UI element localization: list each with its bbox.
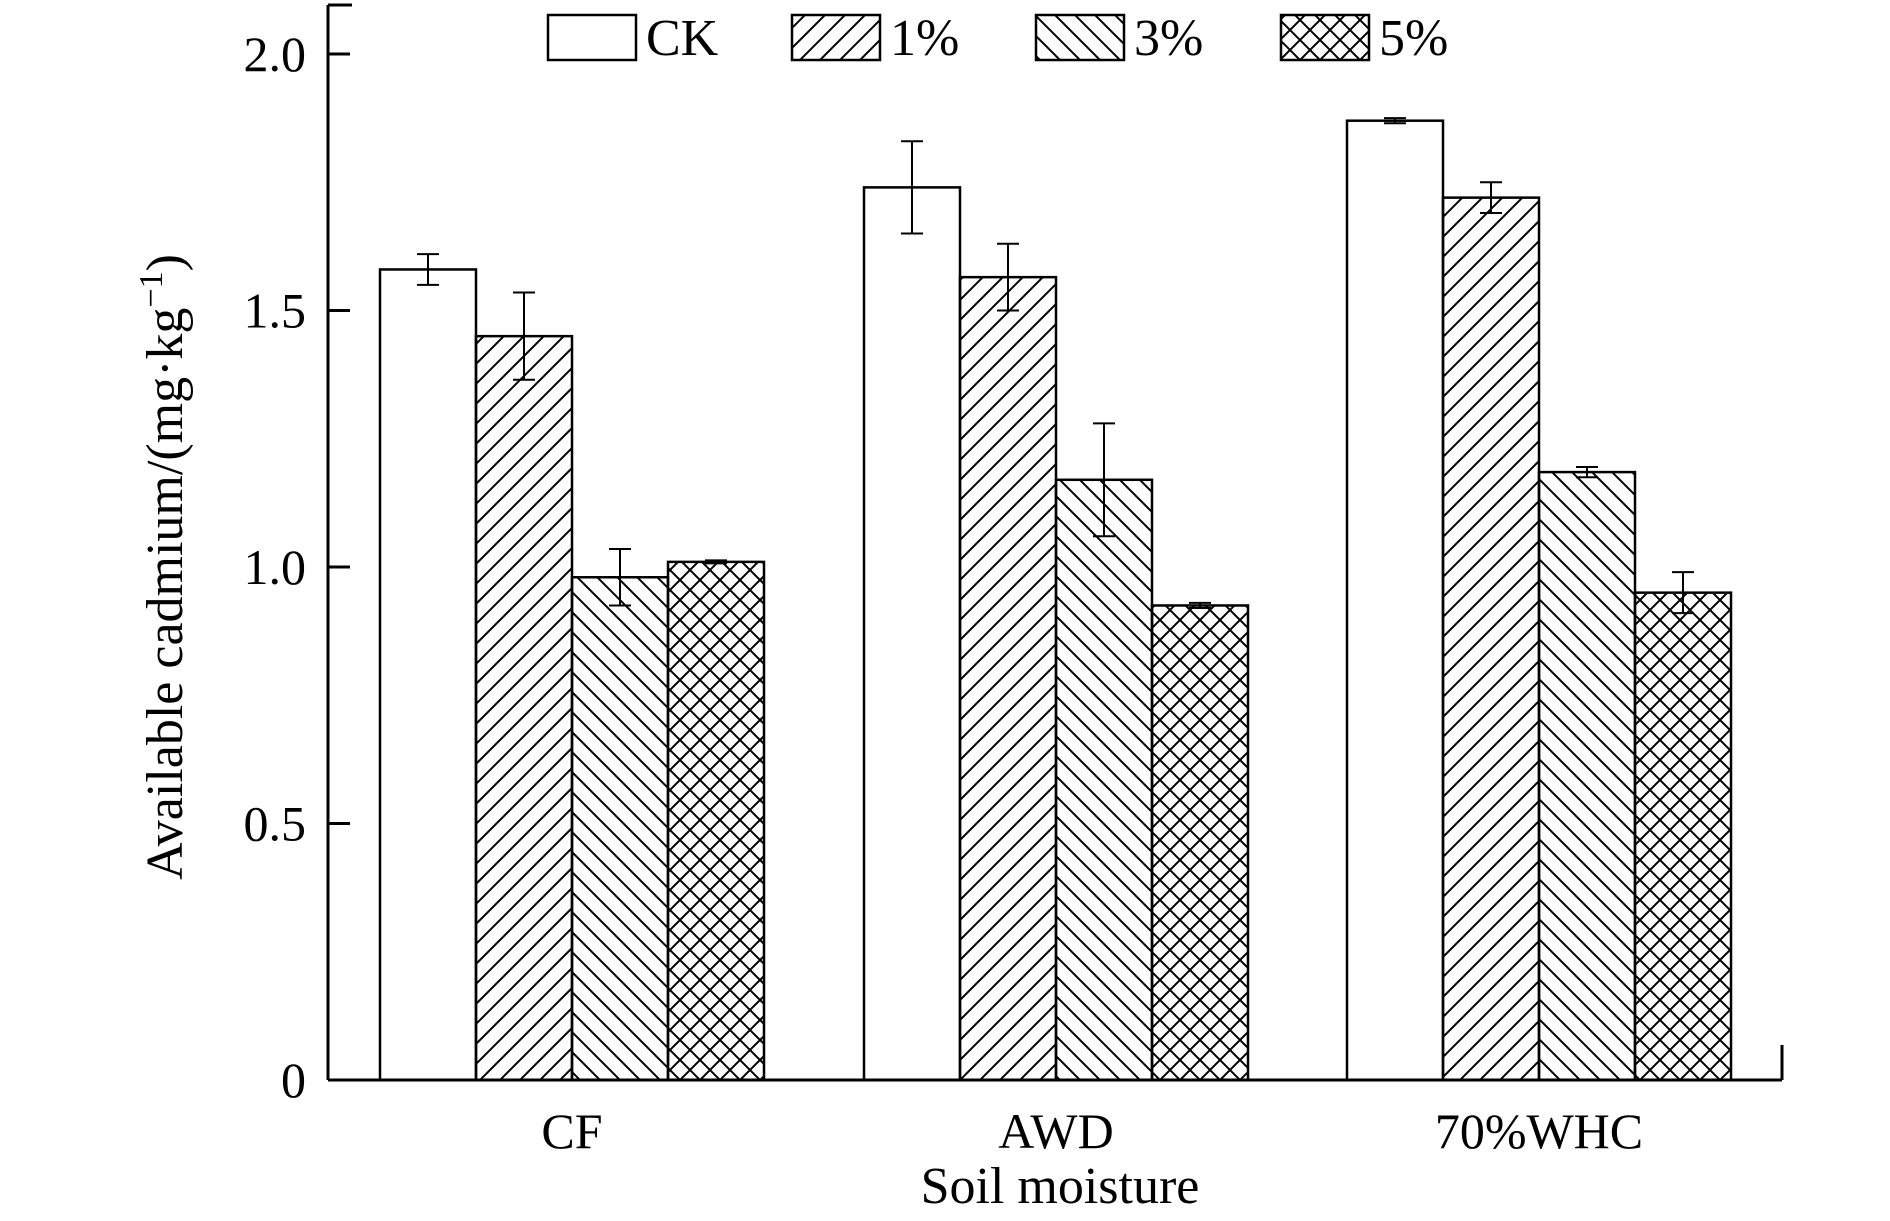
y-axis-ticks: 0 0.5 1.0 1.5 2.0 (244, 26, 350, 1108)
x-category-label: AWD (998, 1103, 1113, 1159)
bar (378, 268, 478, 1082)
legend-label: 3% (1134, 10, 1203, 67)
y-axis-title-superscript: −1 (133, 271, 170, 307)
bar (570, 576, 670, 1082)
x-axis-title: Soil moisture (921, 1158, 1200, 1215)
legend-label: 1% (890, 10, 959, 67)
legend-label: 5% (1379, 10, 1448, 67)
bar (862, 186, 962, 1082)
bar (1633, 591, 1733, 1082)
y-axis-title: Available cadmium/(mg·kg−1) (133, 254, 194, 880)
y-axis-title-main: Available cadmium/(mg·kg (137, 308, 194, 880)
bar (1054, 478, 1154, 1082)
y-tick-label: 0 (281, 1052, 306, 1108)
x-category-label: CF (541, 1103, 602, 1159)
y-tick-label: 0.5 (244, 796, 307, 852)
bar (1150, 604, 1250, 1082)
legend: CK 1% 3% 5% (546, 10, 1448, 67)
bar (958, 275, 1058, 1082)
error-bars (417, 117, 1694, 615)
bar (1345, 119, 1445, 1082)
bar (666, 560, 766, 1082)
x-category-label: 70%WHC (1435, 1103, 1643, 1159)
bar (1537, 470, 1637, 1082)
y-tick-label: 1.5 (244, 283, 307, 339)
y-axis-title-suffix: ) (137, 254, 194, 271)
bar (1441, 196, 1541, 1082)
legend-label: CK (646, 10, 719, 67)
legend-swatch (790, 13, 882, 62)
y-tick-label: 1.0 (244, 539, 307, 595)
legend-swatch (1034, 13, 1126, 62)
x-axis-labels: CF AWD 70%WHC (541, 1103, 1643, 1159)
bars (378, 119, 1733, 1082)
bar (474, 334, 574, 1082)
legend-swatch (1279, 13, 1371, 62)
y-tick-label: 2.0 (244, 26, 307, 82)
legend-swatch (546, 13, 638, 62)
